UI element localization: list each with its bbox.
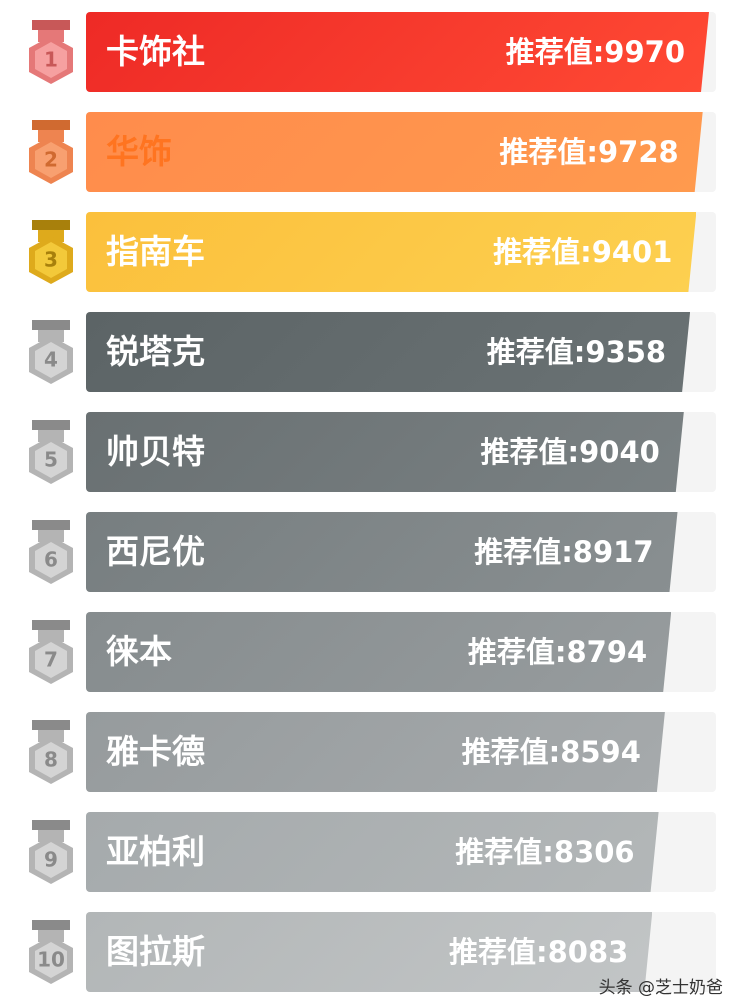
rank-medal: 8 [29, 720, 73, 784]
score-bar [86, 112, 703, 192]
score-label: 推荐值:9358 [486, 335, 667, 369]
medal-inner [35, 442, 67, 478]
medal-ribbon [32, 920, 70, 930]
medal-ribbon [32, 620, 70, 630]
rank-medal: 9 [29, 820, 73, 884]
medal-ribbon [32, 720, 70, 730]
score-bar [86, 712, 665, 792]
medal-ribbon [32, 820, 70, 830]
score-label: 推荐值:9728 [499, 135, 679, 169]
score-bar [86, 612, 671, 692]
ranking-row: 亚柏利 推荐值:8306 9 [0, 812, 737, 892]
medal-ribbon [32, 520, 70, 530]
medal-inner [35, 942, 67, 978]
rank-number: 2 [44, 148, 58, 172]
brand-name: 徕本 [106, 632, 172, 671]
ranking-row: 帅贝特 推荐值:9040 5 [0, 412, 737, 492]
score-bar [86, 212, 696, 292]
score-label: 推荐值:8083 [449, 935, 629, 969]
medal-inner [35, 842, 67, 878]
watermark: 头条 @芝士奶爸 [598, 978, 723, 998]
score-label: 推荐值:9401 [493, 235, 673, 269]
medal-inner [35, 42, 67, 78]
score-bar [86, 412, 684, 492]
score-bar [86, 912, 652, 992]
score-bar [86, 812, 659, 892]
score-bar [86, 12, 709, 92]
ranking-row: 指南车 推荐值:9401 3 [0, 212, 737, 292]
brand-name: 指南车 [106, 232, 205, 271]
medal-ribbon [32, 120, 70, 130]
rank-medal: 10 [29, 920, 73, 984]
rank-medal: 1 [29, 20, 73, 84]
brand-name: 图拉斯 [106, 932, 205, 971]
rank-number: 1 [44, 48, 58, 72]
medal-inner [35, 642, 67, 678]
medal-inner [35, 542, 67, 578]
score-label: 推荐值:8594 [461, 735, 641, 769]
score-bar [86, 512, 678, 592]
ranking-row: 华饰 推荐值:9728 2 [0, 112, 737, 192]
medal-ribbon [32, 220, 70, 230]
rank-medal: 7 [29, 620, 73, 684]
medal-inner [35, 742, 67, 778]
rank-medal: 3 [29, 220, 73, 284]
medal-inner [35, 142, 67, 178]
brand-name: 雅卡德 [106, 732, 205, 771]
rank-number: 6 [44, 548, 58, 572]
ranking-row: 图拉斯 推荐值:8083 10 [0, 912, 737, 992]
rank-number: 5 [44, 448, 58, 472]
medal-inner [35, 242, 67, 278]
brand-name: 亚柏利 [106, 832, 205, 871]
score-label: 推荐值:8306 [455, 835, 635, 869]
brand-name: 锐塔克 [106, 332, 205, 371]
rank-number: 7 [44, 648, 58, 672]
medal-ribbon [32, 420, 70, 430]
score-label: 推荐值:9040 [480, 435, 660, 469]
brand-name: 卡饰社 [106, 32, 205, 71]
rank-medal: 2 [29, 120, 73, 184]
ranking-row: 西尼优 推荐值:8917 6 [0, 512, 737, 592]
medal-inner [35, 342, 67, 378]
ranking-row: 卡饰社 推荐值:9970 1 [0, 12, 737, 92]
ranking-row: 雅卡德 推荐值:8594 8 [0, 712, 737, 792]
rank-number: 9 [44, 848, 58, 872]
ranking-row: 徕本 推荐值:8794 7 [0, 612, 737, 692]
rank-medal: 5 [29, 420, 73, 484]
brand-name: 华饰 [106, 132, 172, 171]
brand-name: 西尼优 [106, 532, 205, 571]
rank-medal: 6 [29, 520, 73, 584]
brand-name: 帅贝特 [106, 432, 205, 471]
rank-number: 10 [37, 948, 65, 972]
score-label: 推荐值:8794 [467, 635, 648, 669]
rank-medal: 4 [29, 320, 73, 384]
ranking-row: 锐塔克 推荐值:9358 4 [0, 312, 737, 392]
medal-ribbon [32, 20, 70, 30]
rank-number: 3 [44, 248, 58, 272]
score-label: 推荐值:9970 [505, 35, 685, 69]
medal-ribbon [32, 320, 70, 330]
score-label: 推荐值:8917 [474, 535, 654, 569]
score-bar [86, 312, 690, 392]
rank-number: 8 [44, 748, 58, 772]
rank-number: 4 [44, 348, 58, 372]
